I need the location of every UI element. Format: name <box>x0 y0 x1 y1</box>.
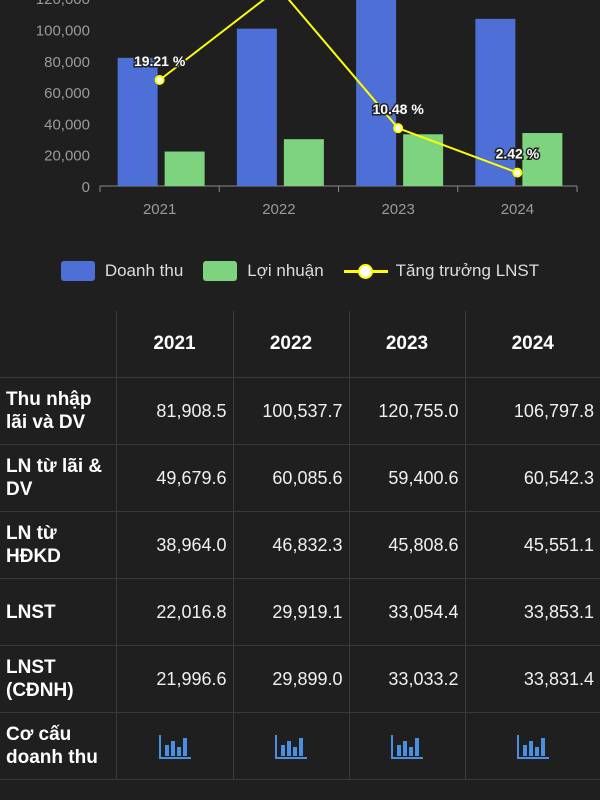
header-year: 2024 <box>464 311 600 378</box>
revenue-structure-cell <box>464 712 600 780</box>
cell-value: 45,551.1 <box>464 511 600 579</box>
cell-value: 33,831.4 <box>464 645 600 713</box>
table-row: LNST (CĐNH) 21,996.6 29,899.0 33,033.2 3… <box>0 645 600 713</box>
cell-value: 59,400.6 <box>348 444 466 512</box>
cell-value: 46,832.3 <box>232 511 350 579</box>
row-label: Cơ cấu doanh thu <box>0 712 117 780</box>
cell-value: 45,808.6 <box>348 511 466 579</box>
bar-revenue <box>117 57 158 186</box>
legend-label-profit: Lợi nhuận <box>247 261 324 280</box>
cell-value: 33,853.1 <box>464 578 600 646</box>
revenue-structure-cell <box>348 712 466 780</box>
y-tick-label: 100,000 <box>36 23 90 40</box>
legend-swatch-revenue <box>60 261 95 281</box>
cell-value: 60,542.3 <box>464 444 600 512</box>
growth-line <box>159 0 518 174</box>
table-header-row: 2021 2022 2023 2024 <box>0 311 600 378</box>
growth-data-label: 10.48 % <box>372 101 424 117</box>
bar-chart-icon[interactable] <box>390 733 424 759</box>
legend-item-profit[interactable]: Lợi nhuận <box>203 261 324 281</box>
x-tick-label: 2022 <box>262 201 295 218</box>
revenue-structure-cell <box>232 712 350 780</box>
table-row: LN từ HĐKD 38,964.0 46,832.3 45,808.6 45… <box>0 511 600 579</box>
header-empty <box>0 311 117 378</box>
y-tick-label: 60,000 <box>44 85 90 102</box>
row-label: LNST (CĐNH) <box>0 645 117 713</box>
header-year: 2022 <box>232 311 350 378</box>
cell-value: 29,899.0 <box>232 645 350 713</box>
bar-profit <box>283 139 324 186</box>
legend-swatch-profit <box>203 261 238 281</box>
legend-swatch-growth <box>343 261 388 281</box>
cell-value: 106,797.8 <box>464 377 600 445</box>
legend-label-growth: Tăng trưởng LNST <box>395 261 540 280</box>
table-row: Thu nhập lãi và DV 81,908.5 100,537.7 12… <box>0 377 600 445</box>
combo-chart: 0 20,000 40,000 60,000 80,000 100,000 120,000 2… <box>36 0 578 218</box>
table-row: LN từ lãi & DV 49,679.6 60,085.6 59,400.… <box>0 444 600 512</box>
y-tick-label: 120,000 <box>36 0 90 8</box>
header-year: 2021 <box>115 311 234 378</box>
bar-revenue <box>236 28 277 187</box>
legend-item-growth[interactable]: Tăng trưởng LNST <box>343 261 540 281</box>
bar-chart-icon[interactable] <box>274 733 308 759</box>
row-label: LN từ HĐKD <box>0 511 117 579</box>
growth-data-label: 2.42 % <box>496 146 540 162</box>
bar-profit <box>522 133 563 186</box>
cell-value: 100,537.7 <box>232 377 350 445</box>
growth-point <box>393 123 404 134</box>
row-label: LNST <box>0 578 117 646</box>
x-tick-label: 2024 <box>501 201 534 218</box>
legend-label-revenue: Doanh thu <box>104 261 184 280</box>
bar-revenue <box>475 18 516 186</box>
cell-value: 49,679.6 <box>115 444 234 512</box>
cell-value: 120,755.0 <box>348 377 466 445</box>
header-year: 2023 <box>348 311 466 378</box>
y-tick-label: 40,000 <box>44 116 90 133</box>
chart-legend: Doanh thu Lợi nhuận Tăng trưởng LNST <box>0 256 600 286</box>
bar-chart-icon[interactable] <box>158 733 192 759</box>
y-tick-label: 20,000 <box>44 148 90 165</box>
cell-value: 21,996.6 <box>115 645 234 713</box>
bar-revenue <box>356 0 397 186</box>
cell-value: 33,054.4 <box>348 578 466 646</box>
financial-table: 2021 2022 2023 2024 Thu nhập lãi và DV 8… <box>0 311 600 780</box>
row-label: Thu nhập lãi và DV <box>0 377 117 445</box>
cell-value: 29,919.1 <box>232 578 350 646</box>
table-row: LNST 22,016.8 29,919.1 33,054.4 33,853.1 <box>0 578 600 646</box>
cell-value: 33,033.2 <box>348 645 466 713</box>
bar-profit <box>164 151 205 186</box>
cell-value: 60,085.6 <box>232 444 350 512</box>
cell-value: 38,964.0 <box>115 511 234 579</box>
y-tick-label: 80,000 <box>44 54 90 71</box>
table-row: Cơ cấu doanh thu <box>0 712 600 780</box>
growth-point <box>154 75 165 85</box>
legend-item-revenue[interactable]: Doanh thu <box>60 261 184 281</box>
x-tick-label: 2021 <box>143 201 176 218</box>
growth-data-label: 19.21 % <box>134 53 186 69</box>
y-tick-label: 0 <box>82 179 90 196</box>
cell-value: 81,908.5 <box>115 377 234 445</box>
growth-point <box>512 167 523 178</box>
revenue-structure-cell <box>115 712 234 780</box>
row-label: LN từ lãi & DV <box>0 444 117 512</box>
cell-value: 22,016.8 <box>115 578 234 646</box>
bar-chart-icon[interactable] <box>516 733 550 759</box>
x-tick-label: 2023 <box>381 201 414 218</box>
